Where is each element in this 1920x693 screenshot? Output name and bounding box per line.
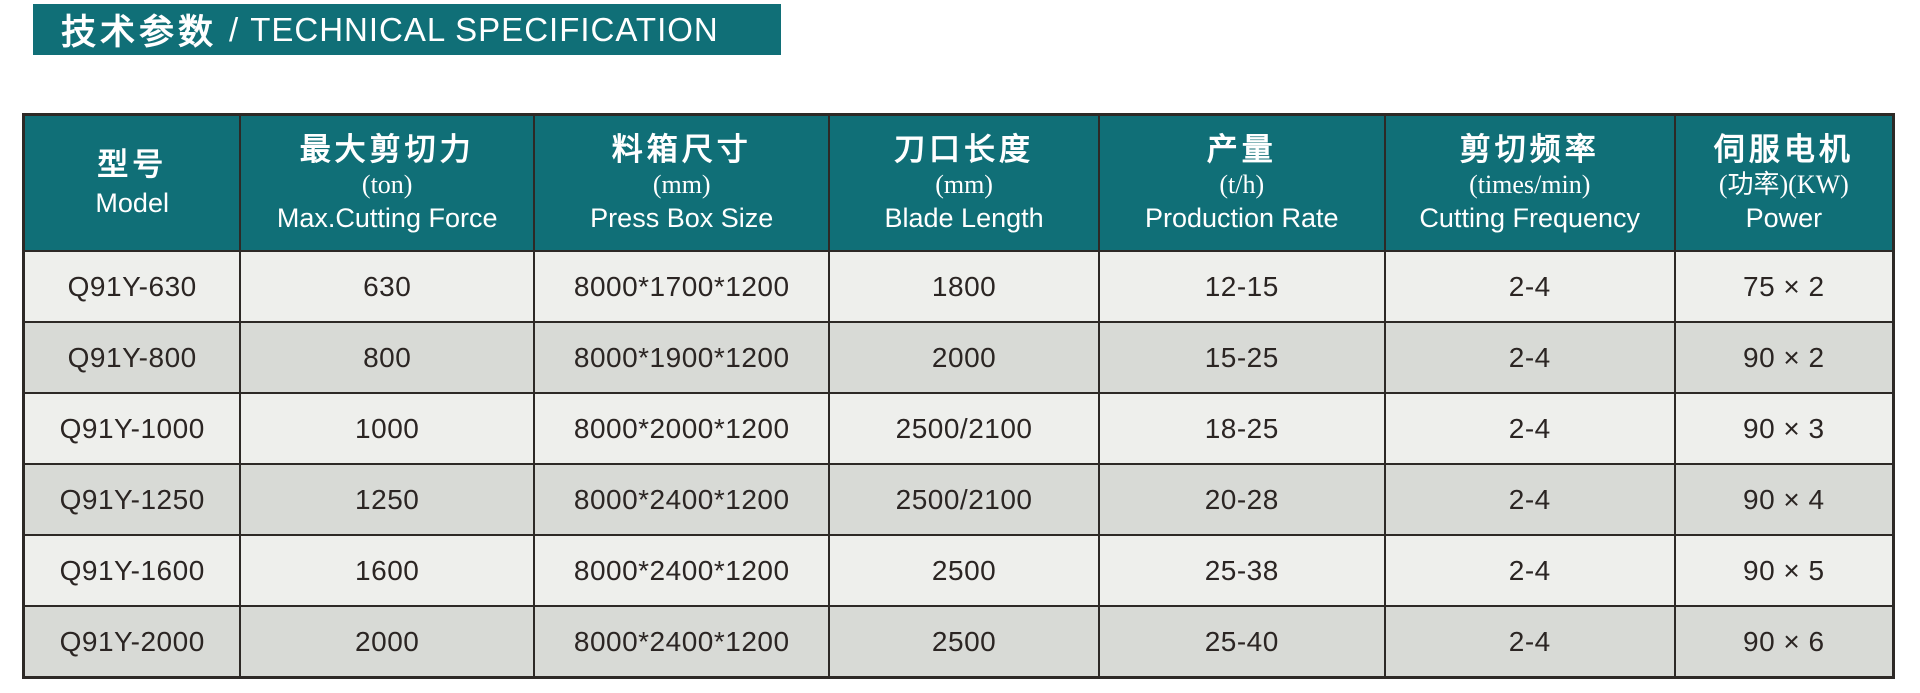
header-en: Power <box>1745 202 1823 233</box>
header-en: Max.Cutting Force <box>276 202 498 233</box>
header-zh: 产量 <box>1206 131 1277 167</box>
table-row-q91y-630: Q91Y-630 630 8000*1700*1200 1800 12-15 2… <box>22 250 1895 323</box>
cell-power: 90 × 3 <box>1673 392 1895 465</box>
header-en: Blade Length <box>884 202 1044 233</box>
cell-power: 75 × 2 <box>1673 250 1895 323</box>
cell-power: 90 × 2 <box>1673 321 1895 394</box>
column-header-power: 伺服电机 (功率)(KW) Power <box>1673 113 1895 252</box>
table-row-q91y-800: Q91Y-800 800 8000*1900*1200 2000 15-25 2… <box>22 321 1895 394</box>
cell-max-cutting-force: 1600 <box>239 534 535 607</box>
cell-blade-length: 2500/2100 <box>828 392 1100 465</box>
cell-blade-length: 2000 <box>828 321 1100 394</box>
cell-cutting-frequency: 2-4 <box>1383 534 1676 607</box>
cell-cutting-frequency: 2-4 <box>1383 392 1676 465</box>
cell-press-box-size: 8000*1900*1200 <box>532 321 831 394</box>
cell-max-cutting-force: 630 <box>239 250 535 323</box>
cell-model: Q91Y-2000 <box>22 605 242 679</box>
header-zh: 刀口长度 <box>894 131 1035 167</box>
section-title-english: TECHNICAL SPECIFICATION <box>250 10 719 48</box>
header-en: Cutting Frequency <box>1419 202 1641 233</box>
header-row: 型号 Model 最大剪切力 (ton) Max.Cutting Force 料… <box>22 113 1895 252</box>
cell-model: Q91Y-1600 <box>22 534 242 607</box>
cell-max-cutting-force: 800 <box>239 321 535 394</box>
cell-production-rate: 20-28 <box>1097 463 1386 536</box>
header-zh: 伺服电机 <box>1713 131 1854 167</box>
cell-power: 90 × 5 <box>1673 534 1895 607</box>
section-title-chinese: 技术参数 <box>61 13 218 52</box>
cell-model: Q91Y-800 <box>22 321 242 394</box>
table-row-q91y-1250: Q91Y-1250 1250 8000*2400*1200 2500/2100 … <box>22 463 1895 536</box>
technical-specification-table: 型号 Model 最大剪切力 (ton) Max.Cutting Force 料… <box>22 113 1895 679</box>
column-header-model: 型号 Model <box>22 113 242 252</box>
cell-production-rate: 12-15 <box>1097 250 1386 323</box>
cell-production-rate: 15-25 <box>1097 321 1386 394</box>
cell-model: Q91Y-1250 <box>22 463 242 536</box>
cell-blade-length: 2500/2100 <box>828 463 1100 536</box>
cell-press-box-size: 8000*1700*1200 <box>532 250 831 323</box>
cell-blade-length: 1800 <box>828 250 1100 323</box>
cell-press-box-size: 8000*2400*1200 <box>532 463 831 536</box>
header-unit: (ton) <box>361 169 413 199</box>
header-en: Production Rate <box>1144 202 1339 233</box>
cell-power: 90 × 4 <box>1673 463 1895 536</box>
column-header-press-box-size: 料箱尺寸 (mm) Press Box Size <box>532 113 831 252</box>
cell-production-rate: 25-40 <box>1097 605 1386 679</box>
column-header-production-rate: 产量 (t/h) Production Rate <box>1097 113 1386 252</box>
header-unit: (t/h) <box>1219 169 1265 199</box>
header-unit: (mm) <box>652 169 711 199</box>
cell-blade-length: 2500 <box>828 605 1100 679</box>
table-row-q91y-2000: Q91Y-2000 2000 8000*2400*1200 2500 25-40… <box>22 605 1895 679</box>
column-header-cutting-frequency: 剪切频率 (times/min) Cutting Frequency <box>1383 113 1676 252</box>
cell-press-box-size: 8000*2400*1200 <box>532 534 831 607</box>
cell-cutting-frequency: 2-4 <box>1383 605 1676 679</box>
cell-model: Q91Y-1000 <box>22 392 242 465</box>
header-en: Model <box>95 187 169 218</box>
cell-cutting-frequency: 2-4 <box>1383 250 1676 323</box>
cell-cutting-frequency: 2-4 <box>1383 321 1676 394</box>
header-unit: (mm) <box>935 169 993 199</box>
column-header-max-cutting-force: 最大剪切力 (ton) Max.Cutting Force <box>239 113 535 252</box>
table-row-q91y-1600: Q91Y-1600 1600 8000*2400*1200 2500 25-38… <box>22 534 1895 607</box>
header-unit: (功率)(KW) <box>1718 169 1849 199</box>
cell-model: Q91Y-630 <box>22 250 242 323</box>
header-zh: 最大剪切力 <box>299 131 475 167</box>
cell-press-box-size: 8000*2000*1200 <box>532 392 831 465</box>
cell-max-cutting-force: 1000 <box>239 392 535 465</box>
table-row-q91y-1000: Q91Y-1000 1000 8000*2000*1200 2500/2100 … <box>22 392 1895 465</box>
cell-blade-length: 2500 <box>828 534 1100 607</box>
cell-max-cutting-force: 1250 <box>239 463 535 536</box>
cell-power: 90 × 6 <box>1673 605 1895 679</box>
cell-production-rate: 25-38 <box>1097 534 1386 607</box>
section-title-bar: 技术参数 / TECHNICAL SPECIFICATION <box>33 4 781 55</box>
header-zh: 料箱尺寸 <box>611 131 752 167</box>
header-en: Press Box Size <box>590 202 774 233</box>
header-zh: 型号 <box>97 146 168 182</box>
section-title-separator: / <box>229 10 239 48</box>
header-zh: 剪切频率 <box>1459 131 1600 167</box>
cell-max-cutting-force: 2000 <box>239 605 535 679</box>
header-unit: (times/min) <box>1469 169 1591 199</box>
column-header-blade-length: 刀口长度 (mm) Blade Length <box>828 113 1100 252</box>
cell-cutting-frequency: 2-4 <box>1383 463 1676 536</box>
cell-production-rate: 18-25 <box>1097 392 1386 465</box>
cell-press-box-size: 8000*2400*1200 <box>532 605 831 679</box>
